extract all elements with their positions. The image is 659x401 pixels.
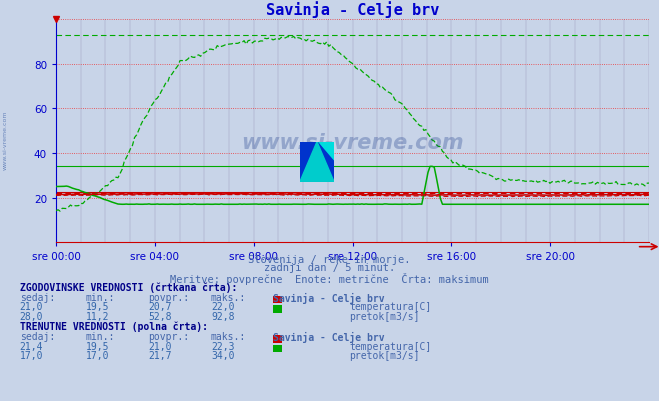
Text: min.:: min.: bbox=[86, 331, 115, 341]
Text: 21,0: 21,0 bbox=[148, 341, 172, 351]
Text: www.si-vreme.com: www.si-vreme.com bbox=[241, 132, 464, 152]
Polygon shape bbox=[300, 142, 334, 182]
Text: 17,0: 17,0 bbox=[86, 350, 109, 360]
Text: TRENUTNE VREDNOSTI (polna črta):: TRENUTNE VREDNOSTI (polna črta): bbox=[20, 321, 208, 331]
Polygon shape bbox=[317, 142, 334, 162]
Text: sedaj:: sedaj: bbox=[20, 331, 55, 341]
Text: 19,5: 19,5 bbox=[86, 341, 109, 351]
Text: sedaj:: sedaj: bbox=[20, 292, 55, 302]
Text: 22,0: 22,0 bbox=[211, 302, 235, 312]
Text: 28,0: 28,0 bbox=[20, 311, 43, 321]
Text: pretok[m3/s]: pretok[m3/s] bbox=[349, 350, 420, 360]
Text: maks.:: maks.: bbox=[211, 331, 246, 341]
Text: www.si-vreme.com: www.si-vreme.com bbox=[3, 111, 8, 170]
Text: Savinja - Celje brv: Savinja - Celje brv bbox=[273, 292, 385, 303]
Text: Savinja - Celje brv: Savinja - Celje brv bbox=[273, 331, 385, 342]
Title: Savinja - Celje brv: Savinja - Celje brv bbox=[266, 1, 440, 18]
Text: 92,8: 92,8 bbox=[211, 311, 235, 321]
Text: min.:: min.: bbox=[86, 292, 115, 302]
Text: ZGODOVINSKE VREDNOSTI (črtkana črta):: ZGODOVINSKE VREDNOSTI (črtkana črta): bbox=[20, 282, 237, 292]
Text: temperatura[C]: temperatura[C] bbox=[349, 341, 432, 351]
Text: 22,3: 22,3 bbox=[211, 341, 235, 351]
Text: 11,2: 11,2 bbox=[86, 311, 109, 321]
Text: 52,8: 52,8 bbox=[148, 311, 172, 321]
Text: 19,5: 19,5 bbox=[86, 302, 109, 312]
Text: maks.:: maks.: bbox=[211, 292, 246, 302]
Text: povpr.:: povpr.: bbox=[148, 331, 189, 341]
Text: Meritve: povprečne  Enote: metrične  Črta: maksimum: Meritve: povprečne Enote: metrične Črta:… bbox=[170, 272, 489, 284]
Text: povpr.:: povpr.: bbox=[148, 292, 189, 302]
Text: 17,0: 17,0 bbox=[20, 350, 43, 360]
Text: zadnji dan / 5 minut.: zadnji dan / 5 minut. bbox=[264, 263, 395, 273]
Text: 21,7: 21,7 bbox=[148, 350, 172, 360]
Text: 20,7: 20,7 bbox=[148, 302, 172, 312]
Text: 21,4: 21,4 bbox=[20, 341, 43, 351]
Text: Slovenija / reke in morje.: Slovenija / reke in morje. bbox=[248, 255, 411, 265]
Text: 34,0: 34,0 bbox=[211, 350, 235, 360]
Text: temperatura[C]: temperatura[C] bbox=[349, 302, 432, 312]
Polygon shape bbox=[300, 142, 334, 182]
Text: 21,0: 21,0 bbox=[20, 302, 43, 312]
Text: pretok[m3/s]: pretok[m3/s] bbox=[349, 311, 420, 321]
